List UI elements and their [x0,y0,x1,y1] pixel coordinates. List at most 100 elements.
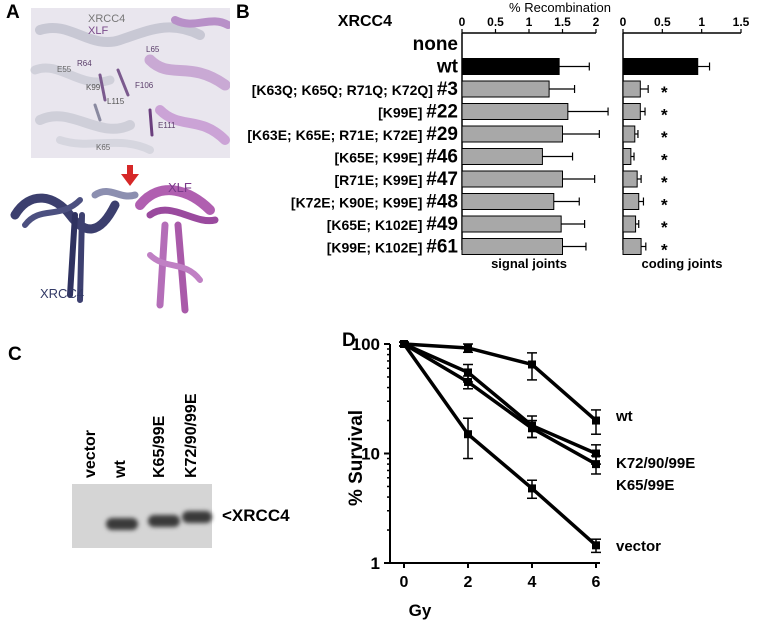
bar [461,58,560,75]
y-tick-label: 100 [352,335,380,354]
lane-label: K72/90/99E [183,393,200,478]
residue-label: L65 [146,45,160,54]
bar [461,80,550,98]
arrow-down-icon [121,165,139,186]
lane-label: wt [112,460,129,479]
x-tick-label: 0.5 [487,15,504,29]
x-tick-label: 1.5 [733,15,750,29]
residue-label: L115 [107,97,125,106]
category-label: [K63Q; K65Q; R71Q; K72Q] #3 [252,79,458,100]
data-point [592,416,600,425]
x-tick-label: 1 [698,15,705,29]
blot-image [72,484,212,548]
chart-title: % Recombination [509,0,611,15]
panel-letter-c: C [8,344,22,365]
bar [622,103,641,120]
bar [461,170,563,188]
data-point [464,343,472,352]
x-tick-label: 0 [459,15,466,29]
x-axis-label: signal joints [491,256,567,271]
legend-label-wt: wt [615,408,633,425]
significance-star: * [661,173,668,192]
significance-star: * [661,106,668,125]
complex-ribbons [10,185,219,314]
series-line [402,342,598,547]
legend-label-k72: K72/90/99E [616,455,695,472]
bar [622,125,636,143]
significance-star: * [661,196,668,215]
bar [622,148,632,165]
blot-band [182,511,212,523]
residue-label: E111 [158,121,176,130]
xrcc4-label: XRCC4 [40,286,84,301]
series-line [403,342,597,456]
x-tick-label: 4 [528,574,537,591]
bar [461,215,562,233]
data-point [592,460,600,469]
x-tick-label: 6 [592,574,601,591]
significance-star: * [661,218,668,237]
y-axis-title: % Survival [346,410,367,506]
x-tick-label: 0.5 [654,15,671,29]
xlf-label: XLF [168,180,192,195]
data-point [464,430,472,439]
significance-star: * [661,241,668,260]
bar [461,193,555,210]
bar [461,103,569,120]
bar [461,238,563,255]
bar [622,238,642,255]
structure-drawing: XRCC4 XLF L65 R64 E55 K99 F106 L115 E111… [10,13,230,314]
y-tick-label: 1 [371,554,380,573]
lane-label: vector [82,430,99,478]
residue-label: K65 [96,143,111,152]
category-label: [K63E; K65E; R71E; K72E] #29 [247,124,458,145]
significance-star: * [661,151,668,170]
residue-label: E55 [57,65,72,74]
data-point [400,340,408,348]
bar [622,170,638,188]
data-point [528,421,536,430]
panel-letter-a: A [6,2,20,23]
x-axis-title: Gy [409,601,432,620]
legend-label-vector: vector [616,538,661,555]
category-label: [K99E] #22 [378,102,458,123]
category-label: [R71E; K99E] #47 [334,169,458,190]
x-tick-label: 1 [526,15,533,29]
x-axis-label: coding joints [642,256,723,271]
residue-label: F106 [135,81,154,90]
significance-star: * [661,128,668,147]
panel-letter-b: B [236,2,250,23]
category-label: [K99E; K102E] #61 [327,237,459,258]
data-point [528,484,536,493]
x-tick-label: 2 [464,574,473,591]
lane-labels: vector wt K65/99E K72/90/99E [82,393,200,479]
data-point [400,340,408,348]
x-tick-label: 0 [400,574,409,591]
significance-star: * [661,83,668,102]
structure-panel: XRCC4 XLF L65 R64 E55 K99 F106 L115 E111… [0,0,230,330]
bar [622,58,699,75]
legend-label-k65: K65/99E [616,477,674,494]
series-line [403,342,598,422]
data-point [464,377,472,386]
panel-letter-d: D [342,330,356,351]
bar [622,215,637,233]
y-tick-label: 10 [361,445,380,464]
data-point [464,368,472,377]
row-header: XRCC4 [338,13,392,30]
data-point [592,449,600,458]
closeup-ribbons [30,16,230,154]
data-point [400,340,408,348]
residue-label: K99 [86,83,101,92]
blot-band [148,515,180,527]
x-tick-label: 0 [620,15,627,29]
bar [622,193,640,210]
data-point [528,360,536,369]
category-label: wt [436,57,459,78]
xrcc4-closeup-label: XRCC4 [88,13,125,25]
x-tick-label: 1.5 [554,15,571,29]
residue-label: R64 [77,59,92,68]
bar [622,80,641,98]
category-label: [K72E; K90E; K99E] #48 [291,192,458,213]
